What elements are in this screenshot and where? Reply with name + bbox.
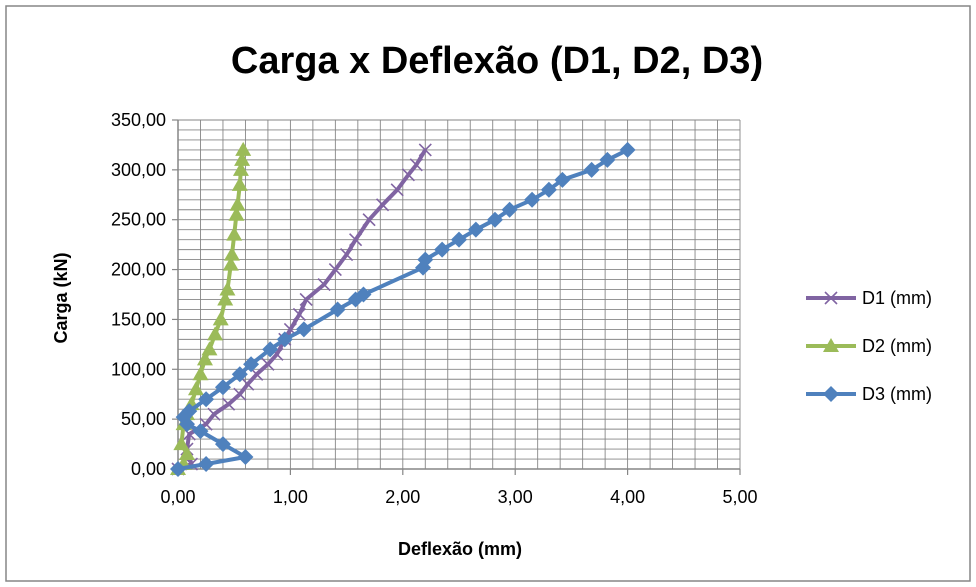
data-point bbox=[237, 449, 254, 466]
data-point bbox=[222, 256, 239, 271]
data-point bbox=[328, 263, 342, 277]
y-tick-label: 0,00 bbox=[131, 459, 166, 479]
x-tick-label: 1,00 bbox=[273, 487, 308, 507]
y-axis-title: Carga (kN) bbox=[51, 252, 71, 343]
data-point bbox=[192, 423, 209, 440]
data-point bbox=[390, 183, 404, 197]
legend-label: D2 (mm) bbox=[862, 336, 932, 356]
data-point bbox=[181, 403, 198, 420]
x-tick-label: 3,00 bbox=[498, 487, 533, 507]
data-point bbox=[467, 221, 484, 238]
data-point bbox=[243, 356, 260, 373]
data-point bbox=[228, 206, 245, 221]
legend-item-3: D3 (mm) bbox=[806, 384, 932, 404]
data-point bbox=[207, 326, 224, 341]
y-tick-label: 350,00 bbox=[111, 110, 166, 130]
data-point bbox=[349, 233, 363, 247]
data-point bbox=[418, 143, 432, 157]
legend-marker bbox=[823, 338, 839, 352]
y-tick-label: 300,00 bbox=[111, 160, 166, 180]
data-point bbox=[201, 341, 218, 356]
x-tick-label: 4,00 bbox=[610, 487, 645, 507]
data-point bbox=[226, 226, 243, 241]
data-point bbox=[222, 397, 236, 411]
series-3 bbox=[170, 141, 636, 477]
data-point bbox=[486, 211, 503, 228]
data-point bbox=[229, 196, 246, 211]
tick-labels: 0,00 1,00 2,00 3,00 4,00 5,00 0,00 50,00 100,00 1… bbox=[111, 110, 758, 507]
data-point bbox=[232, 161, 249, 176]
data-point bbox=[219, 281, 236, 296]
x-tick-label: 0,00 bbox=[160, 487, 195, 507]
legend-marker bbox=[823, 386, 839, 402]
y-tick-label: 50,00 bbox=[121, 409, 166, 429]
data-point bbox=[292, 307, 306, 322]
y-tick-label: 150,00 bbox=[111, 309, 166, 329]
data-point bbox=[317, 277, 331, 292]
data-point bbox=[540, 181, 557, 198]
data-point bbox=[223, 246, 240, 261]
legend-label: D3 (mm) bbox=[862, 384, 932, 404]
legend-label: D1 (mm) bbox=[862, 288, 932, 308]
data-point bbox=[524, 191, 541, 208]
data-point bbox=[409, 158, 423, 172]
chart-border bbox=[5, 5, 971, 582]
data-point bbox=[187, 381, 204, 396]
y-tick-label: 250,00 bbox=[111, 210, 166, 230]
data-point bbox=[233, 387, 247, 401]
data-point bbox=[192, 366, 209, 381]
data-point bbox=[173, 436, 190, 451]
data-point bbox=[231, 176, 248, 191]
data-point bbox=[434, 241, 451, 258]
data-point bbox=[362, 213, 376, 227]
data-point bbox=[619, 141, 636, 158]
data-point bbox=[329, 301, 346, 318]
data-point bbox=[501, 201, 518, 218]
chart-title: Carga x Deflexão (D1, D2, D3) bbox=[231, 40, 763, 82]
legend-item-2: D2 (mm) bbox=[806, 336, 932, 356]
data-point bbox=[207, 407, 221, 421]
data-point bbox=[198, 391, 215, 408]
data-point bbox=[231, 366, 248, 383]
data-point bbox=[212, 311, 229, 326]
legend-item-1: D1 (mm) bbox=[806, 288, 932, 308]
y-tick-label: 200,00 bbox=[111, 260, 166, 280]
x-tick-label: 5,00 bbox=[722, 487, 757, 507]
data-point bbox=[178, 446, 195, 461]
data-point bbox=[401, 168, 415, 182]
data-point bbox=[198, 456, 215, 473]
data-point bbox=[417, 251, 434, 268]
data-point bbox=[299, 292, 313, 307]
series-layer bbox=[170, 141, 636, 477]
data-point bbox=[235, 141, 252, 156]
data-point bbox=[554, 171, 571, 188]
data-point bbox=[451, 231, 467, 248]
data-point bbox=[276, 331, 293, 348]
x-axis-title: Deflexão (mm) bbox=[398, 539, 522, 559]
data-point bbox=[214, 379, 231, 396]
data-point bbox=[234, 151, 251, 166]
x-tick-label: 2,00 bbox=[385, 487, 420, 507]
legend: D1 (mm) D2 (mm) D3 (mm) bbox=[806, 288, 932, 404]
data-point bbox=[376, 198, 390, 212]
data-point bbox=[262, 341, 279, 358]
data-point bbox=[355, 286, 372, 303]
data-point bbox=[583, 161, 600, 178]
data-point bbox=[214, 436, 231, 453]
legend-marker bbox=[824, 291, 838, 305]
data-point bbox=[217, 291, 234, 306]
data-point bbox=[340, 248, 354, 262]
data-point bbox=[295, 321, 312, 338]
data-point bbox=[599, 151, 616, 168]
y-tick-label: 100,00 bbox=[111, 359, 166, 379]
data-point bbox=[196, 351, 213, 366]
data-point bbox=[170, 461, 186, 477]
